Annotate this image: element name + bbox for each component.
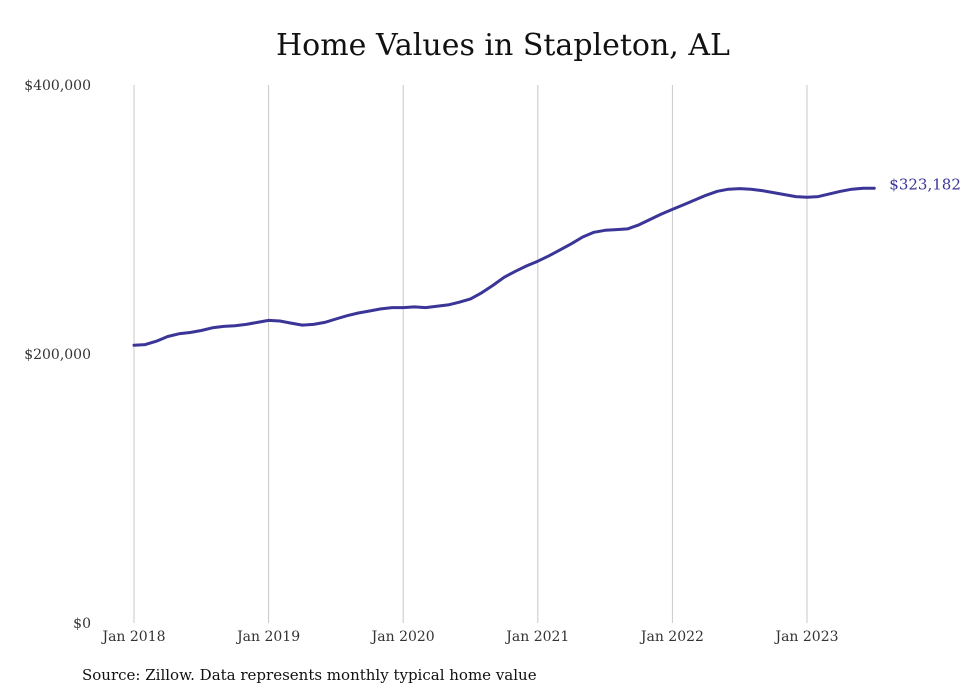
series-line-home-value <box>132 186 876 347</box>
chart-title: Home Values in Stapleton, AL <box>276 28 730 63</box>
end-value-label: $323,182 <box>889 175 961 193</box>
source-note: Source: Zillow. Data represents monthly … <box>82 666 537 684</box>
x-axis-ticks: Jan 2018 Jan 2019 Jan 2020 Jan 2021 Jan 2022… <box>100 629 838 645</box>
x-tick-label: Jan 2019 <box>235 629 300 645</box>
gridlines <box>133 85 808 623</box>
x-tick-label: Jan 2018 <box>100 629 165 645</box>
x-tick-label: Jan 2021 <box>504 629 569 645</box>
line-chart: $0$200,000$400,000 Jan 2018 Jan 2019 Jan 2… <box>24 78 961 645</box>
y-axis-ticks: $0 $200,000 $400,000 <box>24 78 91 632</box>
x-tick-label: Jan 2022 <box>639 629 704 645</box>
x-tick-label: Jan 2020 <box>370 629 435 645</box>
y-tick-label: $200,000 <box>24 347 91 363</box>
x-tick-label: Jan 2023 <box>773 629 838 645</box>
y-tick-label: $0 <box>73 616 91 632</box>
y-tick-label: $400,000 <box>24 78 91 94</box>
